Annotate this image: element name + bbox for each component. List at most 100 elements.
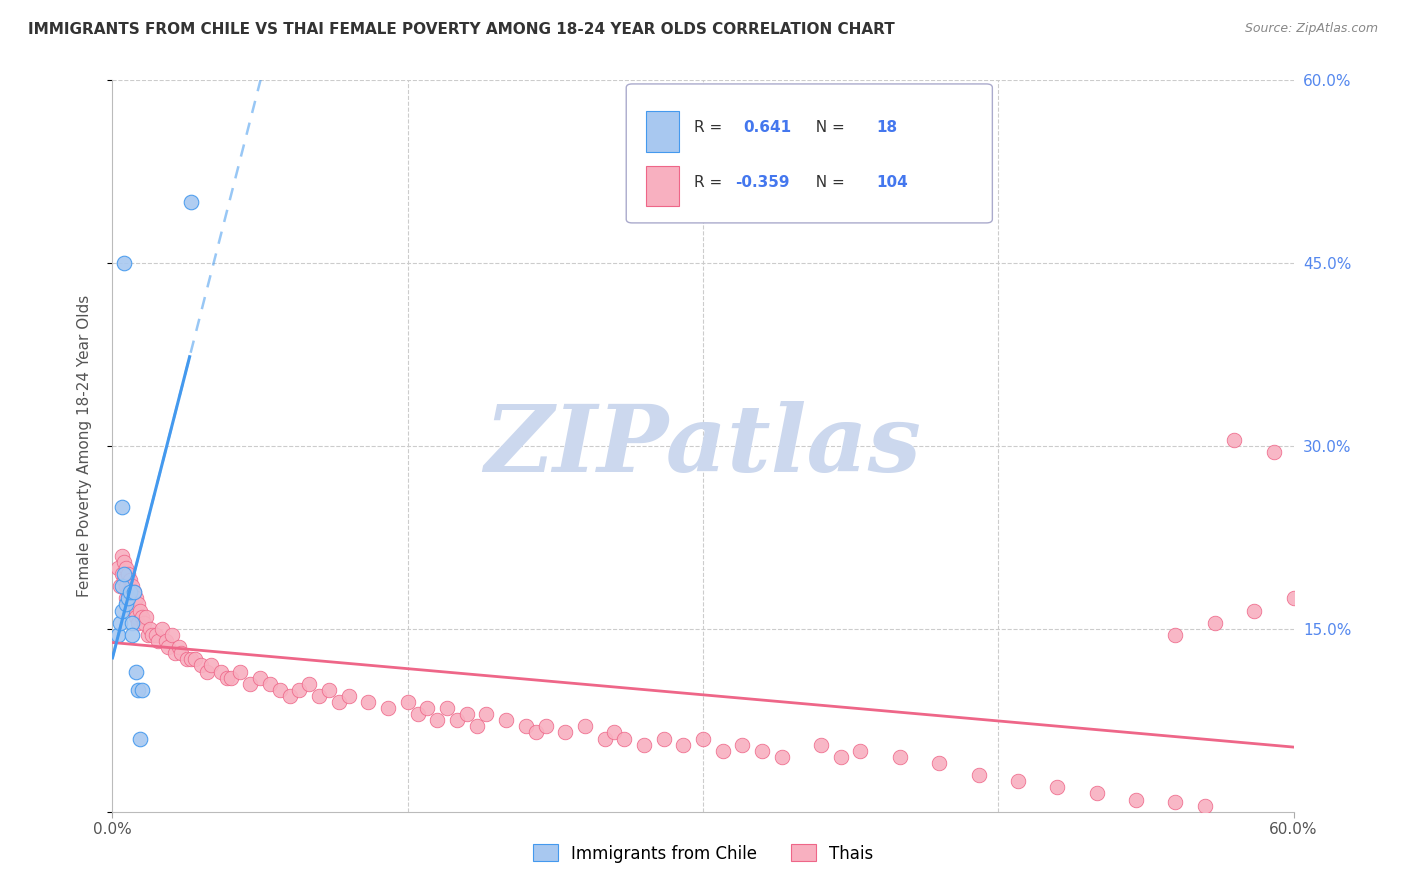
Point: [770, 749, 793, 764]
Point: [1263, 445, 1285, 459]
Point: [112, 256, 135, 270]
Point: [141, 628, 163, 642]
Point: [111, 549, 134, 563]
Point: [406, 707, 429, 722]
FancyBboxPatch shape: [647, 166, 679, 206]
Point: [122, 585, 145, 599]
Point: [111, 500, 134, 514]
Point: [115, 598, 138, 612]
Point: [672, 738, 695, 752]
Point: [1194, 798, 1216, 813]
Point: [121, 615, 143, 630]
Point: [849, 744, 872, 758]
Point: [436, 701, 458, 715]
Point: [1164, 795, 1187, 809]
Point: [136, 628, 159, 642]
Point: [889, 749, 911, 764]
Point: [115, 591, 138, 606]
Point: [146, 634, 169, 648]
Point: [534, 719, 557, 733]
Point: [377, 701, 399, 715]
Point: [446, 714, 468, 728]
Point: [416, 701, 439, 715]
Point: [122, 603, 145, 617]
Point: [219, 671, 242, 685]
Point: [357, 695, 380, 709]
Point: [180, 652, 202, 666]
Point: [692, 731, 714, 746]
Point: [928, 756, 950, 770]
FancyBboxPatch shape: [647, 112, 679, 152]
Point: [180, 195, 202, 210]
Point: [112, 555, 135, 569]
Point: [967, 768, 990, 782]
Point: [107, 561, 129, 575]
Point: [184, 652, 207, 666]
Point: [259, 676, 281, 690]
Legend: Immigrants from Chile, Thais: Immigrants from Chile, Thais: [526, 838, 880, 869]
Point: [318, 682, 340, 697]
Point: [1223, 433, 1246, 447]
Point: [633, 738, 655, 752]
Point: [1125, 792, 1147, 806]
Point: [111, 579, 134, 593]
Point: [110, 579, 132, 593]
Point: [145, 628, 167, 642]
Point: [1164, 628, 1187, 642]
Text: 0.641: 0.641: [744, 120, 792, 136]
Point: [731, 738, 754, 752]
Point: [117, 567, 139, 582]
Point: [120, 598, 142, 612]
Point: [1046, 780, 1069, 795]
Point: [574, 719, 596, 733]
Point: [288, 682, 311, 697]
Point: [132, 615, 155, 630]
Point: [456, 707, 478, 722]
Point: [337, 689, 360, 703]
Point: [475, 707, 498, 722]
Point: [160, 628, 183, 642]
Point: [170, 646, 193, 660]
Point: [328, 695, 350, 709]
Point: [652, 731, 675, 746]
Point: [125, 591, 148, 606]
Point: [129, 731, 152, 746]
Point: [117, 585, 139, 599]
Point: [139, 622, 162, 636]
Text: IMMIGRANTS FROM CHILE VS THAI FEMALE POVERTY AMONG 18-24 YEAR OLDS CORRELATION C: IMMIGRANTS FROM CHILE VS THAI FEMALE POV…: [28, 22, 894, 37]
Point: [209, 665, 232, 679]
Point: [1282, 591, 1305, 606]
Text: ZIPatlas: ZIPatlas: [485, 401, 921, 491]
Point: [165, 646, 187, 660]
Point: [613, 731, 636, 746]
Point: [121, 628, 143, 642]
Point: [121, 598, 143, 612]
Point: [111, 567, 134, 582]
Point: [593, 731, 616, 746]
Point: [112, 567, 135, 582]
Text: N =: N =: [806, 120, 849, 136]
Text: -0.359: -0.359: [735, 175, 789, 190]
FancyBboxPatch shape: [626, 84, 993, 223]
Point: [1243, 603, 1265, 617]
Point: [524, 725, 547, 739]
Point: [127, 615, 149, 630]
Text: R =: R =: [693, 120, 727, 136]
Point: [711, 744, 734, 758]
Point: [117, 591, 139, 606]
Point: [215, 671, 238, 685]
Point: [131, 682, 153, 697]
Point: [200, 658, 222, 673]
Point: [110, 615, 132, 630]
Point: [396, 695, 419, 709]
Point: [176, 652, 198, 666]
Point: [122, 585, 145, 599]
Point: [298, 676, 321, 690]
Point: [554, 725, 576, 739]
Point: [1085, 787, 1108, 801]
Point: [120, 573, 142, 587]
Point: [1007, 774, 1029, 789]
Point: [127, 682, 149, 697]
Point: [107, 628, 129, 642]
Point: [751, 744, 773, 758]
